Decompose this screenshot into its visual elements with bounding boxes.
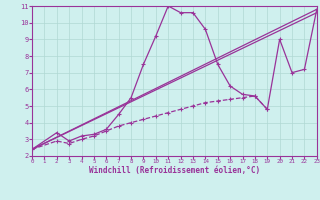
X-axis label: Windchill (Refroidissement éolien,°C): Windchill (Refroidissement éolien,°C) <box>89 166 260 175</box>
